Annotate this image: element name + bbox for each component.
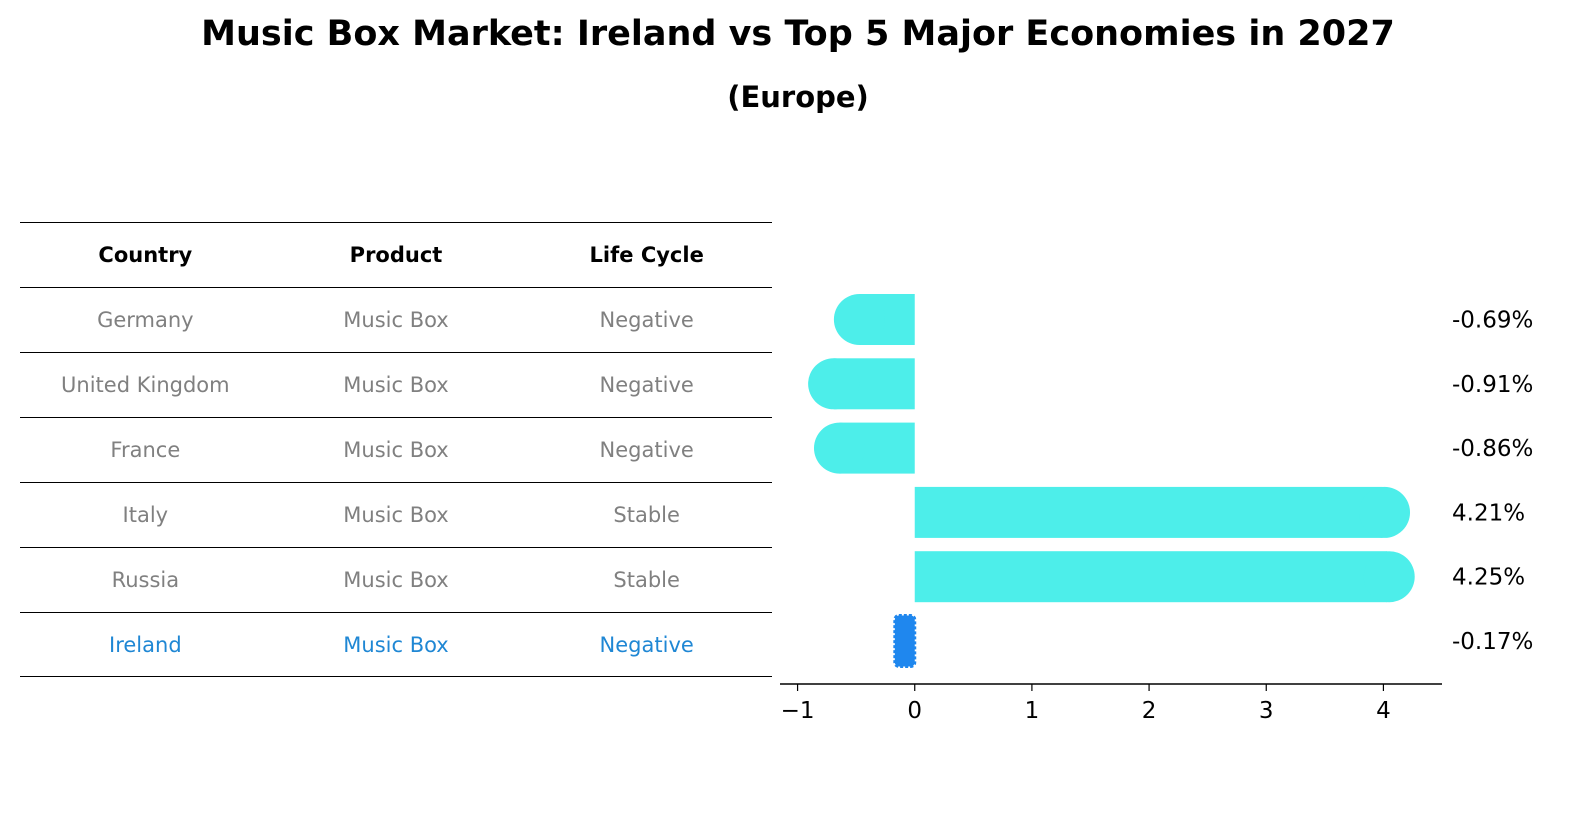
cell-product: Music Box: [343, 373, 449, 397]
table-header-row: Country Product Life Cycle: [20, 222, 772, 287]
bar: [914, 486, 1411, 538]
bar-value-label: -0.17%: [1452, 629, 1533, 655]
x-tick-label: 4: [1376, 698, 1391, 724]
cell-life-cycle: Negative: [599, 308, 694, 332]
bar: [813, 422, 915, 474]
cell-life-cycle: Negative: [599, 438, 694, 462]
cell-life-cycle: Negative: [599, 373, 694, 397]
header-product: Product: [349, 243, 443, 267]
chart-subtitle: (Europe): [727, 80, 869, 114]
bar-value-label: 4.21%: [1452, 500, 1525, 526]
bar-value-label: -0.69%: [1452, 308, 1533, 334]
cell-product: Music Box: [343, 438, 449, 462]
bar-value-label: -0.86%: [1452, 436, 1533, 462]
x-tick-label: 2: [1142, 698, 1157, 724]
x-tick-label: 1: [1025, 698, 1040, 724]
cell-product: Music Box: [343, 308, 449, 332]
x-tick-label: 0: [907, 698, 922, 724]
bar-value-label: -0.91%: [1452, 372, 1533, 398]
table-row: Russia Music Box Stable: [20, 547, 772, 612]
cell-product: Music Box: [343, 632, 449, 657]
cell-life-cycle: Stable: [613, 568, 680, 592]
cell-product: Music Box: [343, 503, 449, 527]
cell-country: Italy: [122, 503, 169, 527]
cell-country: Ireland: [109, 632, 182, 657]
bar: [893, 614, 917, 668]
table-row: Italy Music Box Stable: [20, 482, 772, 547]
x-tick-label: 3: [1259, 698, 1274, 724]
cell-country: Russia: [111, 568, 180, 592]
chart-title: Music Box Market: Ireland vs Top 5 Major…: [201, 14, 1395, 54]
table-row: United Kingdom Music Box Negative: [20, 352, 772, 417]
table-row-highlight: Ireland Music Box Negative: [20, 612, 772, 677]
cell-country: Germany: [97, 308, 194, 332]
cell-life-cycle: Negative: [599, 632, 694, 657]
bar-value-label: 4.25%: [1452, 565, 1525, 591]
header-country: Country: [98, 243, 193, 267]
cell-country: United Kingdom: [61, 373, 230, 397]
cell-country: France: [110, 438, 181, 462]
cell-life-cycle: Stable: [613, 503, 680, 527]
bar: [833, 294, 915, 345]
table-row: Germany Music Box Negative: [20, 287, 772, 352]
bar-chart: -0.69% -0.91% -0.86% 4.21% 4.25% -0.17% −1 0 1 2 3…: [780, 294, 1533, 724]
bar: [914, 551, 1415, 603]
header-life-cycle: Life Cycle: [589, 243, 704, 267]
x-tick-label: −1: [781, 698, 815, 724]
data-table: Country Product Life Cycle Germany Music…: [20, 222, 772, 677]
table-row: France Music Box Negative: [20, 417, 772, 482]
cell-product: Music Box: [343, 568, 449, 592]
bar: [808, 358, 915, 410]
